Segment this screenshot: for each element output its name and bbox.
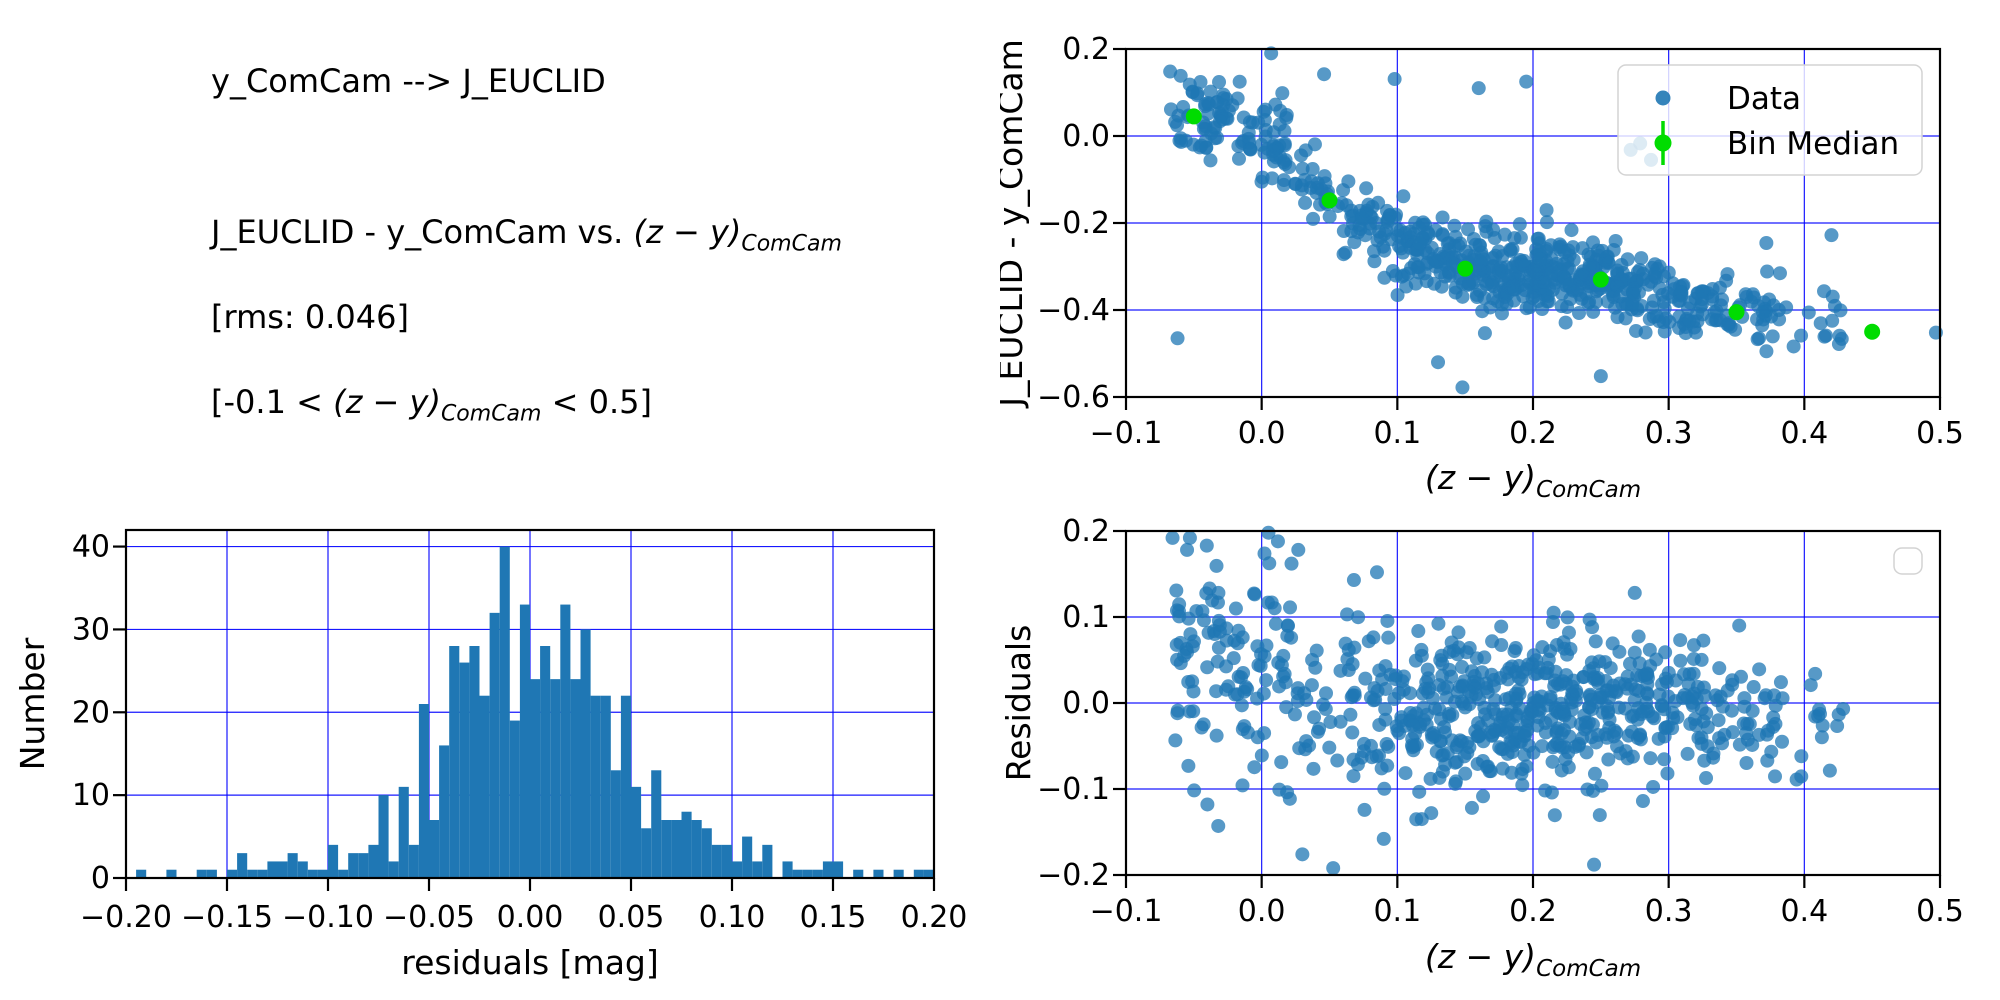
svg-text:0.20: 0.20	[901, 900, 968, 935]
svg-text:0.1: 0.1	[1373, 416, 1421, 451]
svg-text:−0.20: −0.20	[80, 900, 172, 935]
svg-text:−0.2: −0.2	[1037, 858, 1110, 893]
svg-text:−0.1: −0.1	[1090, 894, 1163, 929]
legend-data-marker	[1655, 90, 1671, 106]
svg-text:−0.15: −0.15	[181, 900, 273, 935]
svg-text:−0.05: −0.05	[383, 900, 475, 935]
svg-text:−0.6: −0.6	[1037, 380, 1110, 415]
x-axis-label: (z − y)ComCam	[1425, 937, 1641, 982]
svg-text:0.0: 0.0	[1238, 894, 1286, 929]
svg-text:−0.2: −0.2	[1037, 206, 1110, 241]
y-axis-label: J_EUCLID - y_ComCam	[1000, 39, 1030, 409]
tick-labels: −0.1 0.0 0.1 0.2 0.3 0.4 0.5−0.2−0.10.00.10.2	[1037, 514, 1964, 929]
svg-text:0: 0	[91, 861, 110, 896]
data-points	[1165, 525, 1851, 876]
color-vs-color-scatter-plot: −0.1 0.0 0.1 0.2 0.3 0.4 0.5 0.2 0.0 −0.2 −0.4 −0.6…	[1000, 32, 1964, 500]
legend-median-marker	[1654, 134, 1672, 152]
svg-text:0.4: 0.4	[1780, 416, 1828, 451]
svg-text:0.15: 0.15	[800, 900, 867, 935]
histogram-bars	[136, 546, 934, 878]
x-axis-label: (z − y)ComCam	[1425, 458, 1641, 500]
legend: Data Bin Median	[1617, 64, 1923, 176]
range-line: [-0.1 < (z − y)ComCam < 0.5]	[211, 383, 652, 426]
svg-text:0.1: 0.1	[1373, 894, 1421, 929]
svg-text:0.05: 0.05	[598, 900, 665, 935]
svg-text:20: 20	[72, 695, 110, 730]
data-points	[1163, 46, 1943, 395]
range-suffix: < 0.5]	[541, 383, 652, 421]
svg-text:0.5: 0.5	[1916, 416, 1964, 451]
svg-text:−0.1: −0.1	[1037, 772, 1110, 807]
svg-text:0.0: 0.0	[1062, 686, 1110, 721]
y-axis-label: Number	[13, 637, 52, 770]
range-prefix: [-0.1 <	[211, 383, 334, 421]
tick-marks	[1113, 47, 1942, 410]
bin-median-points	[1185, 108, 1881, 340]
legend	[1893, 547, 1923, 575]
svg-text:−0.10: −0.10	[282, 900, 374, 935]
mapping-title-text: y_ComCam --> J_EUCLID	[211, 62, 606, 100]
x-axis-label: residuals [mag]	[401, 943, 659, 982]
svg-text:0.00: 0.00	[497, 900, 564, 935]
svg-text:10: 10	[72, 778, 110, 813]
svg-text:0.5: 0.5	[1916, 894, 1964, 929]
svg-text:30: 30	[72, 612, 110, 647]
svg-text:40: 40	[72, 530, 110, 565]
zy-expression-2: (z − y)	[333, 383, 441, 421]
residuals-scatter-plot: −0.1 0.0 0.1 0.2 0.3 0.4 0.5−0.2−0.10.00.10.2(…	[1000, 514, 1964, 982]
tick-labels: −0.20 −0.15 −0.10 −0.05 0.00 0.05 0.10 0.15 0.20…	[72, 530, 968, 935]
tick-marks	[1113, 529, 1942, 888]
svg-text:0.2: 0.2	[1062, 514, 1110, 549]
svg-text:0.10: 0.10	[699, 900, 766, 935]
residuals-histogram-plot: −0.20 −0.15 −0.10 −0.05 0.00 0.05 0.10 0.15 0.20…	[13, 528, 968, 982]
rms-text: [rms: 0.046]	[211, 298, 409, 336]
zy-expression: (z − y)	[633, 213, 742, 251]
svg-text:0.3: 0.3	[1645, 894, 1693, 929]
svg-text:−0.1: −0.1	[1090, 416, 1163, 451]
y-axis-label: Residuals	[1000, 625, 1038, 782]
svg-text:0.2: 0.2	[1509, 894, 1557, 929]
rms-line: [rms: 0.046]	[211, 298, 409, 336]
legend-data-label: Data	[1727, 81, 1801, 117]
svg-text:0.4: 0.4	[1780, 894, 1828, 929]
svg-text:−0.4: −0.4	[1037, 293, 1110, 328]
zy-subscript-2: ComCam	[440, 401, 542, 427]
relation-prefix: J_EUCLID - y_ComCam vs.	[211, 213, 634, 251]
svg-text:0.2: 0.2	[1509, 416, 1557, 451]
empty-legend-box	[1893, 547, 1923, 575]
svg-text:0.1: 0.1	[1062, 600, 1110, 635]
svg-text:0.2: 0.2	[1062, 32, 1110, 67]
tick-labels: −0.1 0.0 0.1 0.2 0.3 0.4 0.5 0.2 0.0 −0.2 −0.4 −0.6	[1037, 32, 1964, 451]
svg-text:0.3: 0.3	[1645, 416, 1693, 451]
svg-text:0.0: 0.0	[1238, 416, 1286, 451]
zy-subscript: ComCam	[741, 231, 842, 257]
tick-marks	[113, 545, 936, 891]
mapping-title: y_ComCam --> J_EUCLID	[211, 62, 606, 100]
relation-line: J_EUCLID - y_ComCam vs. (z − y)ComCam	[211, 213, 842, 256]
svg-text:0.0: 0.0	[1062, 119, 1110, 154]
legend-median-label: Bin Median	[1727, 126, 1899, 162]
